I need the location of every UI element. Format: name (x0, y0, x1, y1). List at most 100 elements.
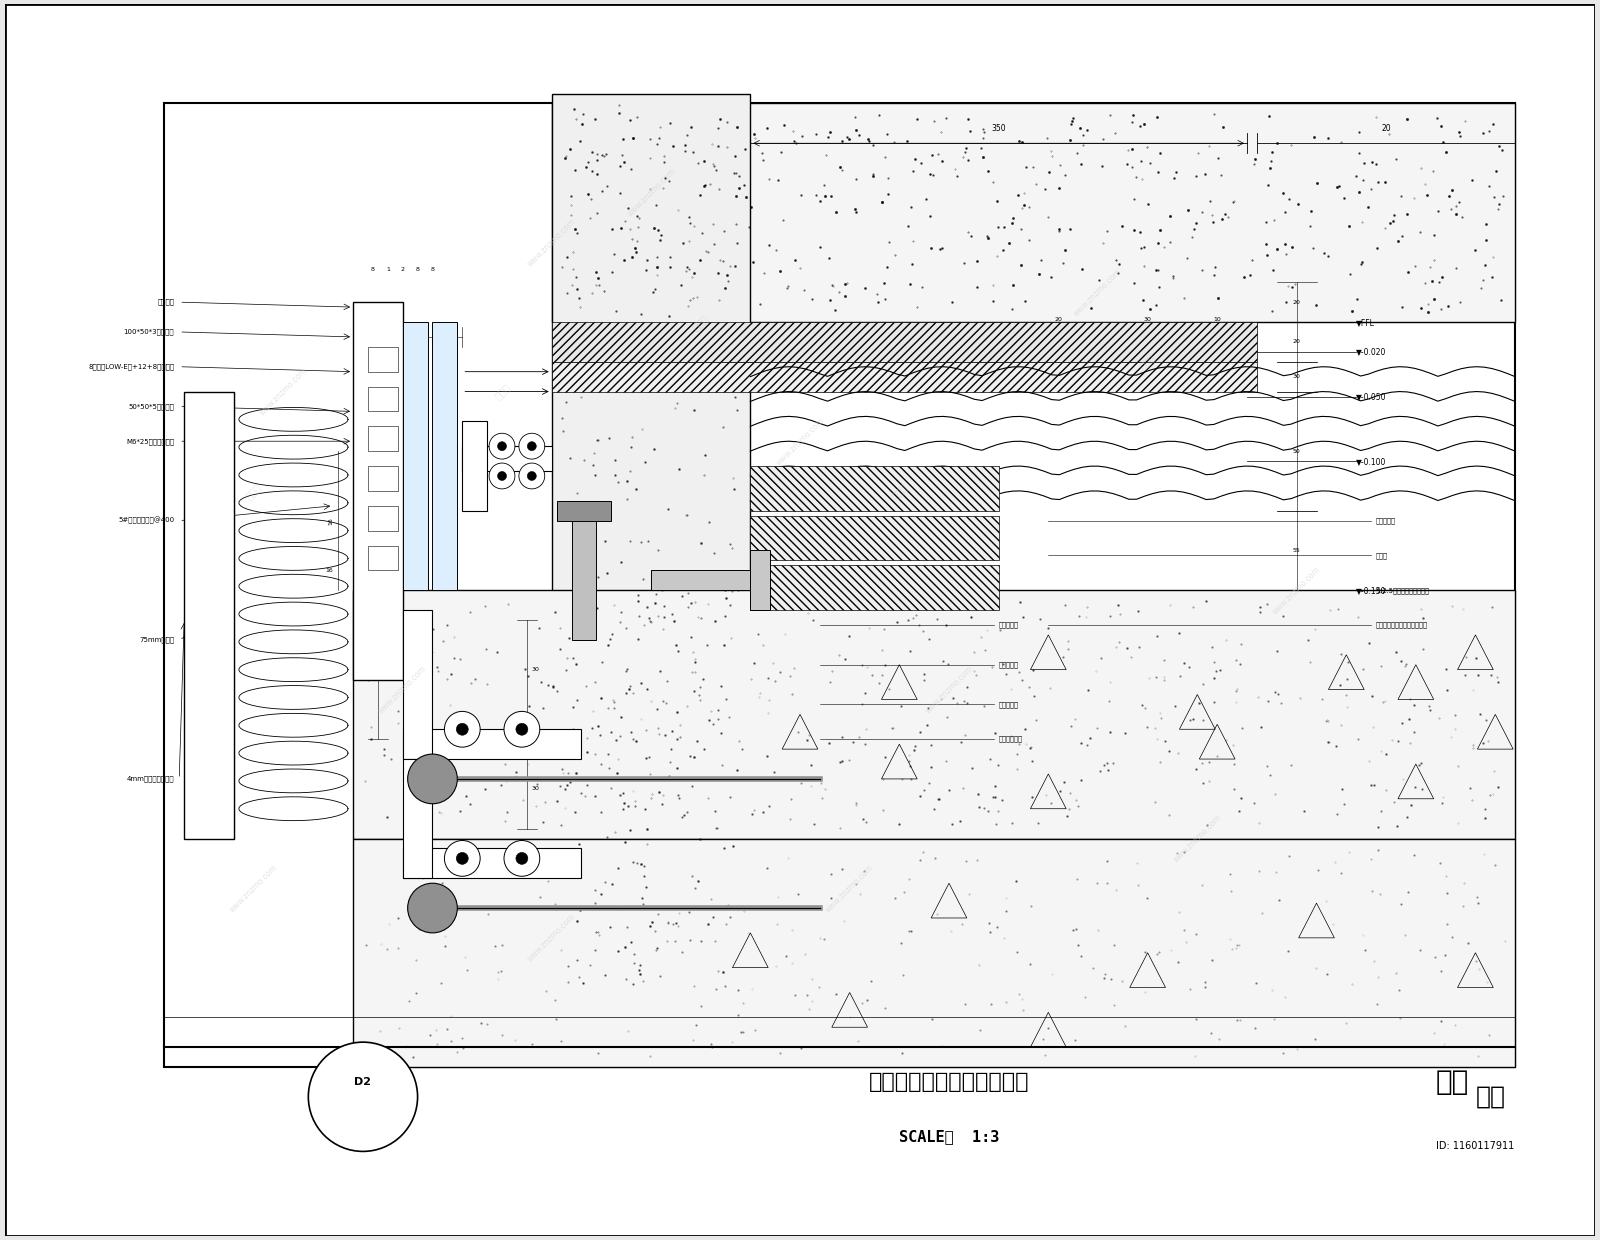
Text: www.znzmo.com: www.znzmo.com (1171, 812, 1222, 864)
Bar (432, 322, 458, 590)
Text: 知末: 知末 (1475, 1085, 1506, 1109)
Text: 1: 1 (386, 268, 390, 273)
Text: 5#镀锌角钢支架@400: 5#镀锌角钢支架@400 (118, 517, 174, 525)
Text: 20: 20 (1293, 340, 1301, 345)
Text: 1:2.5水泥砂浆防水保护层: 1:2.5水泥砂浆防水保护层 (1376, 587, 1429, 594)
Text: 防水层（材料由专业公司定）: 防水层（材料由专业公司定） (1376, 621, 1429, 629)
Bar (651, 570, 770, 590)
Bar (368, 427, 398, 451)
Text: 知末网: 知末网 (1138, 352, 1157, 372)
Text: ▼-0.050: ▼-0.050 (1357, 392, 1387, 401)
Bar (462, 422, 486, 511)
Text: 2: 2 (400, 268, 405, 273)
Bar (750, 516, 998, 560)
Text: SCALE：  1:3: SCALE： 1:3 (899, 1128, 998, 1145)
Bar (354, 303, 403, 680)
Text: 30: 30 (1144, 317, 1152, 322)
Circle shape (408, 883, 458, 932)
Text: ▼-0.100: ▼-0.100 (1357, 456, 1387, 465)
Text: 30: 30 (531, 786, 539, 791)
Text: 16: 16 (328, 517, 333, 525)
Circle shape (528, 471, 536, 480)
Bar (403, 848, 581, 878)
Circle shape (498, 441, 507, 450)
Text: 知末网: 知末网 (243, 481, 264, 501)
Text: 售楼处与幕墙收口剖面详图: 售楼处与幕墙收口剖面详图 (869, 1071, 1029, 1092)
Text: 中国黑石材: 中国黑石材 (1376, 517, 1397, 525)
Circle shape (515, 723, 528, 735)
Bar (184, 392, 234, 838)
Text: ▼FFL: ▼FFL (1357, 317, 1374, 326)
Bar (368, 387, 398, 412)
Bar (368, 546, 398, 570)
Bar (354, 838, 1515, 1066)
Text: www.znzmo.com: www.znzmo.com (1270, 564, 1323, 616)
Circle shape (445, 712, 480, 748)
Text: 100*50*3不锈钢管: 100*50*3不锈钢管 (123, 329, 174, 335)
Circle shape (456, 852, 469, 864)
Text: www.znzmo.com: www.znzmo.com (258, 366, 309, 418)
Bar (462, 446, 552, 471)
Text: 知末: 知末 (1435, 1068, 1469, 1096)
Text: 20: 20 (1293, 300, 1301, 305)
Text: 50*50*5镀锌角钢: 50*50*5镀锌角钢 (128, 403, 174, 409)
Text: D1: D1 (418, 379, 427, 384)
Text: www.znzmo.com: www.znzmo.com (824, 863, 875, 914)
Bar (403, 729, 581, 759)
Circle shape (309, 1042, 418, 1152)
Text: 8: 8 (371, 268, 374, 273)
Text: 胶条收口: 胶条收口 (157, 299, 174, 305)
Text: 16: 16 (325, 568, 333, 573)
Text: 20: 20 (1381, 124, 1390, 133)
Text: 灰色木纹石: 灰色木纹石 (998, 661, 1019, 668)
Circle shape (504, 712, 539, 748)
Text: M6*25不锈钢螺栓组: M6*25不锈钢螺栓组 (126, 438, 174, 444)
Text: www.znzmo.com: www.znzmo.com (923, 663, 974, 715)
Text: 粘结剂: 粘结剂 (1376, 552, 1389, 559)
Bar (403, 322, 427, 590)
Circle shape (456, 723, 469, 735)
Bar (368, 466, 398, 491)
Text: 350: 350 (992, 124, 1006, 133)
Text: www.znzmo.com: www.znzmo.com (626, 167, 677, 218)
Bar (368, 347, 398, 372)
Text: 8: 8 (430, 268, 435, 273)
Text: ID: 1160117911: ID: 1160117911 (1435, 1142, 1514, 1152)
Text: ▼-0.020: ▼-0.020 (1357, 347, 1387, 356)
Text: 知末网: 知末网 (890, 481, 909, 501)
Bar (552, 362, 1258, 392)
Text: www.znzmo.com: www.znzmo.com (526, 217, 578, 268)
Text: 30: 30 (531, 667, 539, 672)
Text: 75mm保温棉: 75mm保温棉 (139, 636, 174, 644)
Circle shape (528, 441, 536, 450)
Circle shape (515, 852, 528, 864)
Circle shape (504, 841, 539, 877)
Text: 镀锌铁皮封堵: 镀锌铁皮封堵 (998, 735, 1022, 743)
Text: www.znzmo.com: www.znzmo.com (774, 415, 826, 467)
Text: 8（双银LOW-E）+12+8钢化玻璃: 8（双银LOW-E）+12+8钢化玻璃 (88, 363, 174, 370)
Text: 36: 36 (398, 325, 406, 330)
Text: www.znzmo.com: www.znzmo.com (526, 913, 578, 963)
Bar (368, 506, 398, 531)
Text: 200: 200 (366, 634, 373, 646)
Bar (750, 565, 998, 610)
Text: 4mm氟碳喷涂铝塑板: 4mm氟碳喷涂铝塑板 (126, 776, 174, 782)
Text: 灰色木纹石: 灰色木纹石 (998, 701, 1019, 708)
Text: 灰色木纹石: 灰色木纹石 (998, 621, 1019, 629)
Circle shape (518, 463, 544, 489)
Text: 知末网: 知末网 (493, 382, 512, 402)
Bar (403, 610, 432, 759)
Circle shape (490, 433, 515, 459)
Bar (552, 93, 750, 997)
Bar (750, 466, 998, 511)
Circle shape (490, 463, 515, 489)
Text: 55: 55 (1293, 548, 1301, 553)
Bar (552, 103, 1515, 322)
Text: 知末网: 知末网 (691, 312, 710, 332)
Circle shape (408, 754, 458, 804)
Bar (403, 759, 432, 878)
Bar (557, 501, 611, 521)
Bar (750, 551, 770, 610)
Circle shape (445, 841, 480, 877)
Text: ▼-0.150: ▼-0.150 (1357, 585, 1387, 595)
